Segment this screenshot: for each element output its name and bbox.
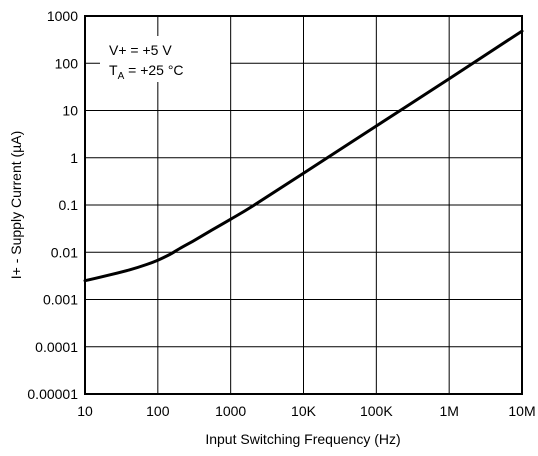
x-tick-labels: 10 100 1000 10K 100K 1M 10M [77, 403, 535, 419]
conditions-legend: V+ = +5 V TA = +25 °C [100, 36, 230, 82]
y-tick-label: 0.00001 [27, 386, 78, 402]
y-tick-label: 100 [55, 55, 79, 71]
y-tick-label: 0.001 [43, 292, 78, 308]
y-tick-labels: 0.00001 0.0001 0.001 0.01 0.1 1 10 100 1000 [27, 8, 78, 402]
temperature-symbol: T [109, 62, 118, 78]
x-tick-label: 1M [439, 403, 458, 419]
y-tick-label: 1 [70, 150, 78, 166]
y-tick-label: 0.0001 [35, 339, 78, 355]
temperature-subscript: A [118, 71, 125, 82]
plot-frame [84, 15, 523, 395]
supply-voltage-note: V+ = +5 V [109, 42, 172, 58]
x-tick-label: 100 [146, 403, 170, 419]
x-tick-label: 10 [77, 403, 93, 419]
y-tick-label: 0.01 [51, 244, 78, 260]
x-tick-label: 100K [360, 403, 393, 419]
legend-background [100, 36, 230, 82]
y-tick-label: 10 [62, 103, 78, 119]
x-tick-label: 10M [508, 403, 535, 419]
x-axis-title: Input Switching Frequency (Hz) [205, 431, 400, 447]
y-tick-label: 0.1 [59, 197, 79, 213]
temperature-value: = +25 °C [124, 62, 183, 78]
supply-current-curve [83, 29, 524, 283]
x-tick-label: 10K [291, 403, 317, 419]
temperature-note: TA = +25 °C [109, 62, 184, 82]
x-tick-label: 1000 [215, 403, 246, 419]
y-tick-label: 1000 [47, 8, 78, 24]
y-axis-title: I+ - Supply Current (µA) [8, 131, 24, 280]
